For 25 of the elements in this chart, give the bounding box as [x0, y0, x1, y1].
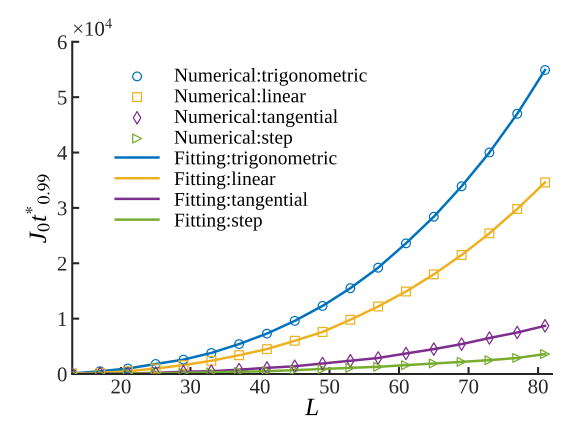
- y-tick-label: 1: [58, 312, 66, 326]
- y-tick-label: 2: [58, 256, 66, 270]
- legend-label: Numerical:trigonometric: [174, 68, 367, 86]
- legend-label: Fitting:tangential: [174, 192, 308, 210]
- x-tick-label: 50: [320, 379, 340, 394]
- legend-label: Fitting:trigonometric: [174, 151, 337, 168]
- legend-label: Numerical:tangential: [174, 109, 338, 128]
- legend-label: Fitting:linear: [174, 172, 276, 190]
- x-tick-label: 70: [460, 379, 478, 394]
- y-tick-label: 6: [58, 35, 67, 50]
- y-tick-label: 0: [58, 367, 67, 382]
- x-tick-label: 40: [250, 379, 270, 394]
- legend-label: Numerical:step: [174, 130, 292, 148]
- x-tick-label: 20: [111, 379, 131, 394]
- y-tick-label: 4: [57, 146, 68, 160]
- y-tick-label: 5: [58, 90, 67, 105]
- y-axis-title: J$_{0}$t$^{*}$$_{0.99}$: [25, 174, 50, 243]
- x-tick-label: 80: [528, 379, 548, 394]
- y-tick-label: 3: [58, 201, 67, 216]
- text: ×10$^{4}$: [74, 18, 112, 36]
- legend-label: Fitting:step: [174, 214, 262, 231]
- x-tick-label: 30: [181, 379, 200, 394]
- legend-label: Numerical:linear: [174, 88, 306, 102]
- x-axis-title: L: [304, 398, 318, 416]
- x-tick-label: 60: [390, 379, 409, 394]
